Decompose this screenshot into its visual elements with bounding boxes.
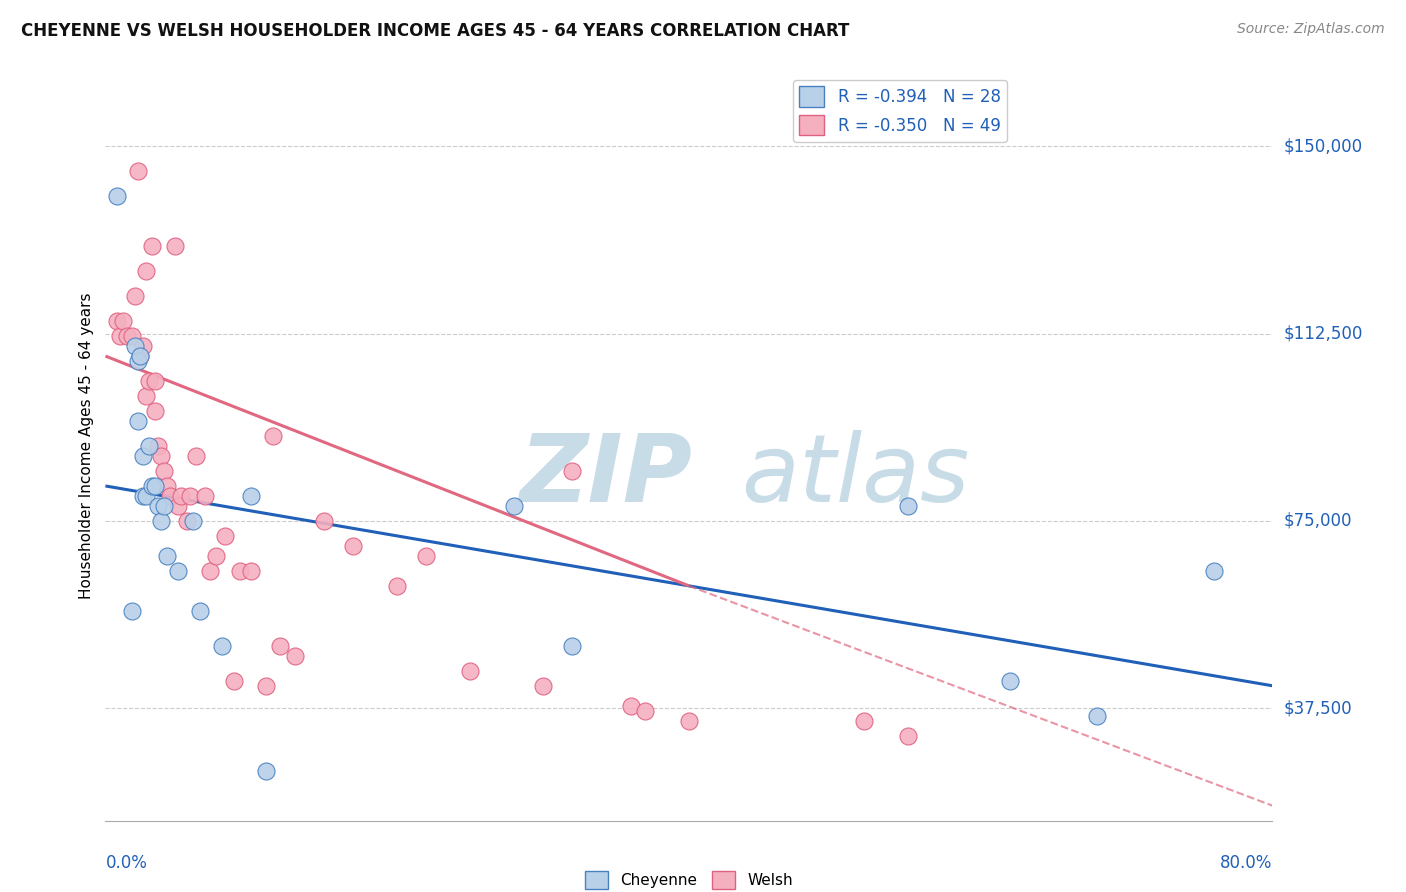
Point	[124, 339, 146, 353]
Legend: Cheyenne, Welsh: Cheyenne, Welsh	[579, 864, 799, 892]
Point	[181, 514, 204, 528]
Point	[127, 164, 149, 178]
Text: $37,500: $37,500	[1284, 699, 1353, 717]
Point	[117, 329, 139, 343]
Point	[141, 239, 163, 253]
Point	[458, 664, 481, 678]
Point	[184, 449, 207, 463]
Point	[314, 514, 336, 528]
Point	[634, 704, 657, 718]
Point	[852, 714, 875, 728]
Point	[149, 449, 172, 463]
Point	[561, 639, 583, 653]
Point	[211, 639, 233, 653]
Point	[179, 489, 201, 503]
Point	[141, 479, 163, 493]
Text: 80.0%: 80.0%	[1220, 855, 1272, 872]
Point	[143, 404, 166, 418]
Point	[105, 314, 128, 328]
Point	[561, 464, 583, 478]
Point	[205, 549, 228, 563]
Point	[170, 489, 193, 503]
Text: $112,500: $112,500	[1284, 325, 1362, 343]
Point	[176, 514, 198, 528]
Point	[619, 698, 641, 713]
Point	[156, 479, 179, 493]
Point	[284, 648, 307, 663]
Point	[167, 564, 190, 578]
Point	[262, 429, 284, 443]
Point	[138, 439, 160, 453]
Point	[222, 673, 245, 688]
Text: $75,000: $75,000	[1284, 512, 1353, 530]
Point	[127, 354, 149, 368]
Point	[127, 414, 149, 428]
Point	[1085, 708, 1108, 723]
Point	[111, 314, 134, 328]
Point	[135, 389, 157, 403]
Point	[678, 714, 700, 728]
Point	[342, 539, 364, 553]
Point	[132, 339, 155, 353]
Point	[998, 673, 1021, 688]
Point	[146, 499, 169, 513]
Point	[214, 529, 236, 543]
Point	[152, 464, 174, 478]
Point	[254, 764, 277, 778]
Point	[897, 499, 920, 513]
Point	[240, 564, 263, 578]
Point	[194, 489, 217, 503]
Point	[132, 449, 155, 463]
Point	[138, 374, 160, 388]
Point	[385, 579, 408, 593]
Point	[121, 329, 143, 343]
Point	[165, 239, 187, 253]
Point	[415, 549, 437, 563]
Point	[132, 489, 155, 503]
Text: 0.0%: 0.0%	[105, 855, 148, 872]
Y-axis label: Householder Income Ages 45 - 64 years: Householder Income Ages 45 - 64 years	[79, 293, 94, 599]
Point	[143, 374, 166, 388]
Point	[188, 604, 211, 618]
Point	[159, 489, 181, 503]
Text: Source: ZipAtlas.com: Source: ZipAtlas.com	[1237, 22, 1385, 37]
Point	[228, 564, 250, 578]
Point	[156, 549, 179, 563]
Point	[240, 489, 263, 503]
Point	[254, 679, 277, 693]
Point	[121, 604, 143, 618]
Point	[105, 189, 128, 203]
Text: atlas: atlas	[741, 431, 970, 522]
Point	[129, 349, 152, 363]
Point	[897, 729, 920, 743]
Point	[135, 489, 157, 503]
Point	[502, 499, 524, 513]
Text: ZIP: ZIP	[520, 430, 693, 522]
Point	[200, 564, 222, 578]
Point	[143, 479, 166, 493]
Point	[1202, 564, 1225, 578]
Text: CHEYENNE VS WELSH HOUSEHOLDER INCOME AGES 45 - 64 YEARS CORRELATION CHART: CHEYENNE VS WELSH HOUSEHOLDER INCOME AGE…	[21, 22, 849, 40]
Point	[152, 499, 174, 513]
Point	[167, 499, 190, 513]
Text: $150,000: $150,000	[1284, 137, 1362, 155]
Point	[269, 639, 292, 653]
Point	[135, 264, 157, 278]
Point	[149, 514, 172, 528]
Point	[531, 679, 554, 693]
Point	[129, 349, 152, 363]
Point	[146, 439, 169, 453]
Point	[124, 289, 146, 303]
Point	[108, 329, 131, 343]
